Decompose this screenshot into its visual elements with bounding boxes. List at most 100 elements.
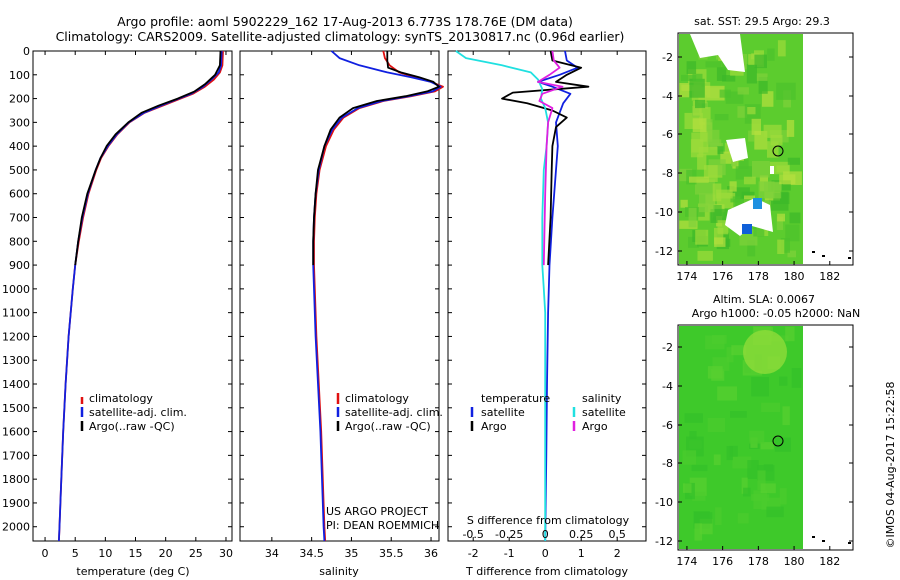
map-texture-patch [752,161,770,178]
map-texture-patch [689,431,697,439]
pi-annotation: PI: DEAN ROEMMICH [326,519,439,532]
ytick-label: 1500 [2,402,30,415]
sla-map-panel: Altim. SLA: 0.0067 Argo h1000: -0.05 h20… [655,293,860,568]
map-texture-patch [729,445,738,457]
map-texture-patch [682,450,697,465]
legend-t-satellite-label: satellite [481,406,525,419]
map-texture-patch [780,238,790,253]
map-texture-patch [680,199,688,208]
map-texture-patch [766,506,784,518]
map-texture-patch [732,456,752,469]
map-texture-patch [730,69,744,76]
legend-temperature-heading: temperature [481,392,550,405]
salinity-lines [312,50,444,542]
map-texture-patch [735,166,753,180]
map-xtick-label: 178 [748,270,769,283]
ytick-label: 500 [9,164,30,177]
legend-climatology-label: climatology [345,392,409,405]
map-ytick-label: -8 [662,167,673,180]
ytick-label: 700 [9,212,30,225]
s-difference-label: S difference from climatology [467,514,630,527]
map-texture-patch [707,129,720,145]
map-texture-patch [694,512,713,524]
legend-t-argo-label: Argo [481,420,507,433]
salinity-yticks [240,50,439,528]
legend-salinity-heading: salinity [582,392,622,405]
temperature-legend: climatology satellite-adj. clim. Argo(..… [80,392,187,433]
map-texture-patch [754,54,767,69]
map-texture-patch [743,176,756,185]
map-texture-patch [747,107,756,115]
ytick-label: 400 [9,140,30,153]
map-texture-patch [715,507,722,525]
ytick-label: 2000 [2,521,30,534]
map-texture-patch [689,78,705,98]
map-texture-patch [786,120,795,137]
map-texture-patch [708,165,718,182]
map-texture-patch [789,212,801,224]
s-difference-ticklabel: 0.5 [608,528,626,541]
map-texture-patch [714,237,726,247]
map-texture-patch [763,124,782,138]
map-xtick-label: 174 [676,555,697,568]
map-texture-patch [751,377,769,397]
map-texture-patch [758,181,775,199]
map-xtick-label: 174 [676,270,697,283]
map-texture-patch [705,335,725,350]
series-line-argo-raw-qc- [74,50,222,266]
map-texture-patch [679,83,690,98]
xtick-label: 34 [265,547,279,560]
map-texture-patch [716,67,727,81]
sst-cloud-gap-mid [726,138,748,162]
map-texture-patch [769,161,790,175]
series-line-t-satellite [537,50,579,542]
ytick-label: 1300 [2,354,30,367]
map-texture-patch [691,464,708,472]
xtick-label: 25 [189,547,203,560]
map-texture-patch [714,227,724,245]
island-speck [822,255,825,257]
ytick-label: 1100 [2,307,30,320]
map-texture-patch [785,326,795,342]
map-ytick-label: -4 [662,380,673,393]
series-line-argo-raw-qc- [312,51,440,266]
map-texture-patch [692,118,707,133]
map-ytick-label: -10 [655,206,673,219]
map-texture-patch [787,250,796,258]
sst-cloud-gap-north [690,34,745,72]
map-texture-patch [726,347,734,363]
map-ytick-label: -2 [662,51,673,64]
s-difference-ticklabel: 0.25 [569,528,594,541]
map-texture-patch [707,418,725,432]
map-texture-patch [785,224,800,242]
temperature-xlabel: temperature (deg C) [76,565,189,578]
map-texture-patch [688,207,697,228]
map-texture-patch [723,238,731,247]
map-texture-patch [779,488,787,505]
map-texture-patch [681,74,697,81]
map-texture-patch [773,192,790,205]
island-speck [848,542,851,544]
series-line-s-satellite [455,50,549,541]
sla-patches [682,326,802,541]
figure-title-line1: Argo profile: aoml 5902229_162 17-Aug-20… [117,14,573,29]
map-texture-patch [767,48,775,61]
map-texture-patch [712,183,722,202]
temperature-lines [58,50,224,542]
map-texture-patch [729,181,737,192]
map-texture-patch [719,89,731,98]
legend-satellite-label: satellite-adj. clim. [89,406,187,419]
map-texture-patch [747,460,759,479]
difference-lines [455,50,590,542]
map-texture-patch [714,114,729,121]
map-texture-patch [692,73,703,82]
difference-panel: -2 -1 0 1 2 T difference from climatology S … [447,50,647,578]
ytick-label: 1400 [2,378,30,391]
map-xtick-label: 178 [748,555,769,568]
ytick-label: 800 [9,235,30,248]
map-texture-patch [692,100,702,116]
s-difference-ticklabel: 0 [542,528,549,541]
map-xtick-label: 176 [712,270,733,283]
series-line-t-argo [501,50,590,266]
temperature-panel: 0100200300400500600700800900100011001200… [2,45,233,578]
